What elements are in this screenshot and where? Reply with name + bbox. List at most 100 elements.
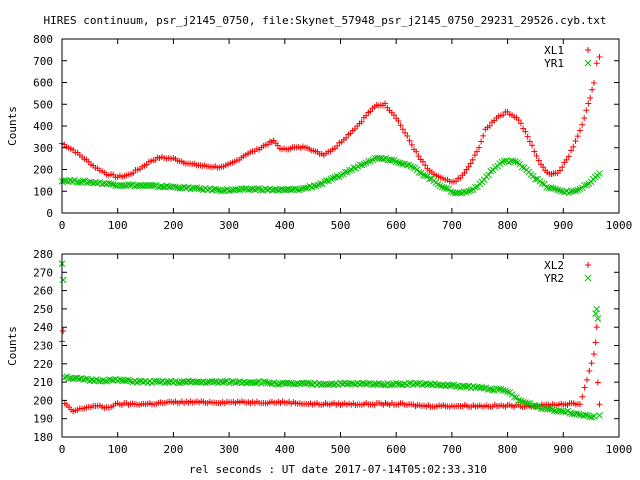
data-point-YR1 [442, 185, 450, 192]
data-point-YR2 [499, 386, 507, 394]
y-tick-label: 600 [33, 77, 53, 90]
data-point-XL1 [471, 152, 478, 159]
data-point-YR1 [346, 167, 353, 174]
data-point-XL1 [540, 164, 547, 171]
data-point-YR1 [333, 172, 341, 180]
data-point-XL1 [343, 134, 350, 141]
y-tick-label: 260 [33, 285, 53, 298]
data-point-XL1 [406, 137, 413, 144]
data-point-XL1 [473, 148, 480, 155]
data-point-XL2 [593, 324, 600, 331]
data-point-YR1 [529, 172, 537, 180]
data-point-XL1 [524, 133, 531, 140]
data-point-YR1 [471, 183, 479, 191]
data-point-YR2 [517, 397, 525, 405]
data-point-YR2 [448, 381, 456, 389]
data-point-XL1 [413, 148, 420, 155]
data-point-YR2 [315, 380, 323, 387]
data-point-XL2 [586, 367, 593, 374]
data-point-YR1 [109, 181, 117, 188]
data-point-YR2 [232, 379, 239, 387]
data-point-XL1 [587, 94, 594, 101]
data-point-YR1 [498, 158, 506, 166]
data-point-YR1 [170, 183, 177, 191]
legend-label-XL2: XL2 [544, 259, 564, 272]
data-point-YR2 [495, 385, 503, 393]
data-point-YR1 [215, 186, 222, 194]
data-point-XL1 [415, 153, 422, 160]
data-point-XL1 [577, 127, 584, 134]
data-point-YR1 [187, 185, 194, 193]
data-point-YR2 [133, 379, 141, 386]
data-point-YR1 [541, 180, 548, 188]
y-tick-label: 250 [33, 303, 53, 316]
data-point-YR1 [296, 186, 303, 194]
data-point-XL1 [520, 125, 527, 132]
x-tick-label: 100 [108, 219, 128, 232]
x-tick-label: 500 [331, 219, 351, 232]
data-point-YR2 [364, 380, 372, 387]
x-tick-label: 1000 [606, 443, 633, 456]
y-tick-label: 240 [33, 321, 53, 334]
top-plot-frame [61, 38, 620, 214]
data-point-YR2 [418, 381, 426, 389]
data-point-YR2 [392, 379, 400, 387]
data-point-YR2 [486, 385, 494, 393]
x-tick-label: 0 [59, 443, 66, 456]
data-point-YR2 [593, 305, 601, 313]
data-point-YR2 [414, 380, 421, 388]
data-point-XL1 [363, 112, 370, 119]
data-point-XL1 [563, 156, 570, 163]
data-point-YR1 [131, 182, 139, 190]
data-point-YR1 [342, 168, 349, 176]
data-point-XL1 [367, 108, 374, 115]
data-point-YR1 [554, 186, 562, 194]
data-point-YR1 [240, 185, 248, 193]
data-point-YR2 [221, 378, 229, 385]
data-point-YR1 [358, 161, 366, 169]
data-point-XL1 [556, 167, 563, 174]
data-point-YR1 [463, 188, 470, 196]
data-point-YR2 [575, 410, 583, 418]
data-point-YR2 [405, 379, 413, 387]
data-point-YR1 [356, 161, 364, 169]
y-tick-label: 800 [33, 33, 53, 46]
legend-marker-YR1 [584, 59, 592, 67]
data-point-YR1 [314, 181, 322, 189]
data-point-YR1 [219, 187, 227, 195]
bottom-y-axis-label: Counts [6, 326, 19, 366]
x-tick-label: 300 [219, 219, 239, 232]
x-tick-label: 600 [386, 443, 406, 456]
x-axis-label: rel seconds : UT date 2017-07-14T05:02:3… [189, 463, 487, 476]
data-point-XL1 [565, 153, 572, 160]
data-point-XL1 [533, 152, 540, 159]
data-point-YR1 [572, 187, 579, 195]
data-point-XL1 [585, 100, 592, 107]
data-point-YR2 [431, 380, 439, 388]
data-point-YR2 [324, 381, 331, 389]
data-point-YR1 [518, 163, 526, 171]
data-point-YR1 [500, 157, 508, 165]
data-point-XL1 [517, 120, 524, 127]
data-point-YR1 [312, 182, 320, 190]
x-tick-label: 600 [386, 219, 406, 232]
data-point-XL1 [590, 79, 597, 86]
data-point-YR1 [399, 160, 406, 168]
data-point-YR1 [316, 180, 324, 187]
data-point-YR1 [208, 187, 216, 194]
x-tick-label: 700 [442, 219, 462, 232]
data-point-YR2 [463, 383, 471, 391]
y-tick-label: 0 [46, 207, 53, 220]
legend-marker-YR2 [584, 274, 592, 282]
data-point-YR2 [59, 276, 67, 284]
data-point-YR1 [360, 160, 368, 168]
data-point-XL2 [592, 339, 599, 346]
data-point-YR1 [549, 184, 557, 192]
data-point-XL1 [579, 121, 586, 128]
data-point-YR1 [127, 181, 134, 189]
data-point-XL1 [334, 143, 341, 150]
data-point-YR1 [438, 183, 446, 191]
y-tick-label: 700 [33, 55, 53, 68]
